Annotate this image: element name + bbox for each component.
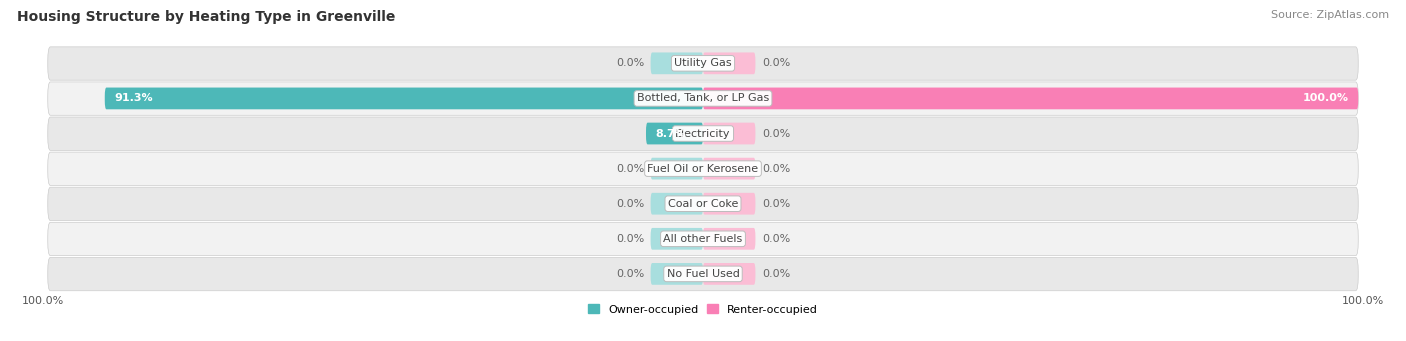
Text: Fuel Oil or Kerosene: Fuel Oil or Kerosene (647, 164, 759, 174)
Text: 0.0%: 0.0% (762, 199, 790, 209)
Text: 100.0%: 100.0% (1302, 93, 1348, 103)
Text: 0.0%: 0.0% (762, 164, 790, 174)
Text: Housing Structure by Heating Type in Greenville: Housing Structure by Heating Type in Gre… (17, 10, 395, 24)
Text: Source: ZipAtlas.com: Source: ZipAtlas.com (1271, 10, 1389, 20)
FancyBboxPatch shape (48, 187, 1358, 221)
Text: 0.0%: 0.0% (762, 234, 790, 244)
FancyBboxPatch shape (105, 88, 703, 109)
FancyBboxPatch shape (651, 263, 703, 285)
Text: All other Fuels: All other Fuels (664, 234, 742, 244)
FancyBboxPatch shape (48, 47, 1358, 80)
Legend: Owner-occupied, Renter-occupied: Owner-occupied, Renter-occupied (583, 300, 823, 319)
FancyBboxPatch shape (651, 158, 703, 179)
FancyBboxPatch shape (703, 158, 755, 179)
Text: 0.0%: 0.0% (762, 129, 790, 138)
Text: 91.3%: 91.3% (115, 93, 153, 103)
FancyBboxPatch shape (48, 222, 1358, 256)
FancyBboxPatch shape (703, 228, 755, 250)
FancyBboxPatch shape (48, 257, 1358, 291)
FancyBboxPatch shape (645, 123, 703, 144)
FancyBboxPatch shape (48, 82, 1358, 115)
FancyBboxPatch shape (703, 263, 755, 285)
FancyBboxPatch shape (703, 193, 755, 214)
Text: Utility Gas: Utility Gas (675, 58, 731, 68)
Text: No Fuel Used: No Fuel Used (666, 269, 740, 279)
Text: 0.0%: 0.0% (616, 234, 644, 244)
FancyBboxPatch shape (651, 53, 703, 74)
FancyBboxPatch shape (48, 117, 1358, 150)
Text: 0.0%: 0.0% (616, 164, 644, 174)
Text: Bottled, Tank, or LP Gas: Bottled, Tank, or LP Gas (637, 93, 769, 103)
Text: 8.7%: 8.7% (655, 129, 686, 138)
FancyBboxPatch shape (703, 53, 755, 74)
Text: 0.0%: 0.0% (762, 58, 790, 68)
Text: Coal or Coke: Coal or Coke (668, 199, 738, 209)
Text: 100.0%: 100.0% (1343, 296, 1385, 306)
Text: 0.0%: 0.0% (616, 269, 644, 279)
FancyBboxPatch shape (703, 123, 755, 144)
FancyBboxPatch shape (651, 228, 703, 250)
Text: 0.0%: 0.0% (616, 58, 644, 68)
Text: 100.0%: 100.0% (21, 296, 63, 306)
FancyBboxPatch shape (703, 88, 1358, 109)
FancyBboxPatch shape (48, 152, 1358, 186)
Text: 0.0%: 0.0% (762, 269, 790, 279)
FancyBboxPatch shape (651, 193, 703, 214)
Text: Electricity: Electricity (675, 129, 731, 138)
Text: 0.0%: 0.0% (616, 199, 644, 209)
